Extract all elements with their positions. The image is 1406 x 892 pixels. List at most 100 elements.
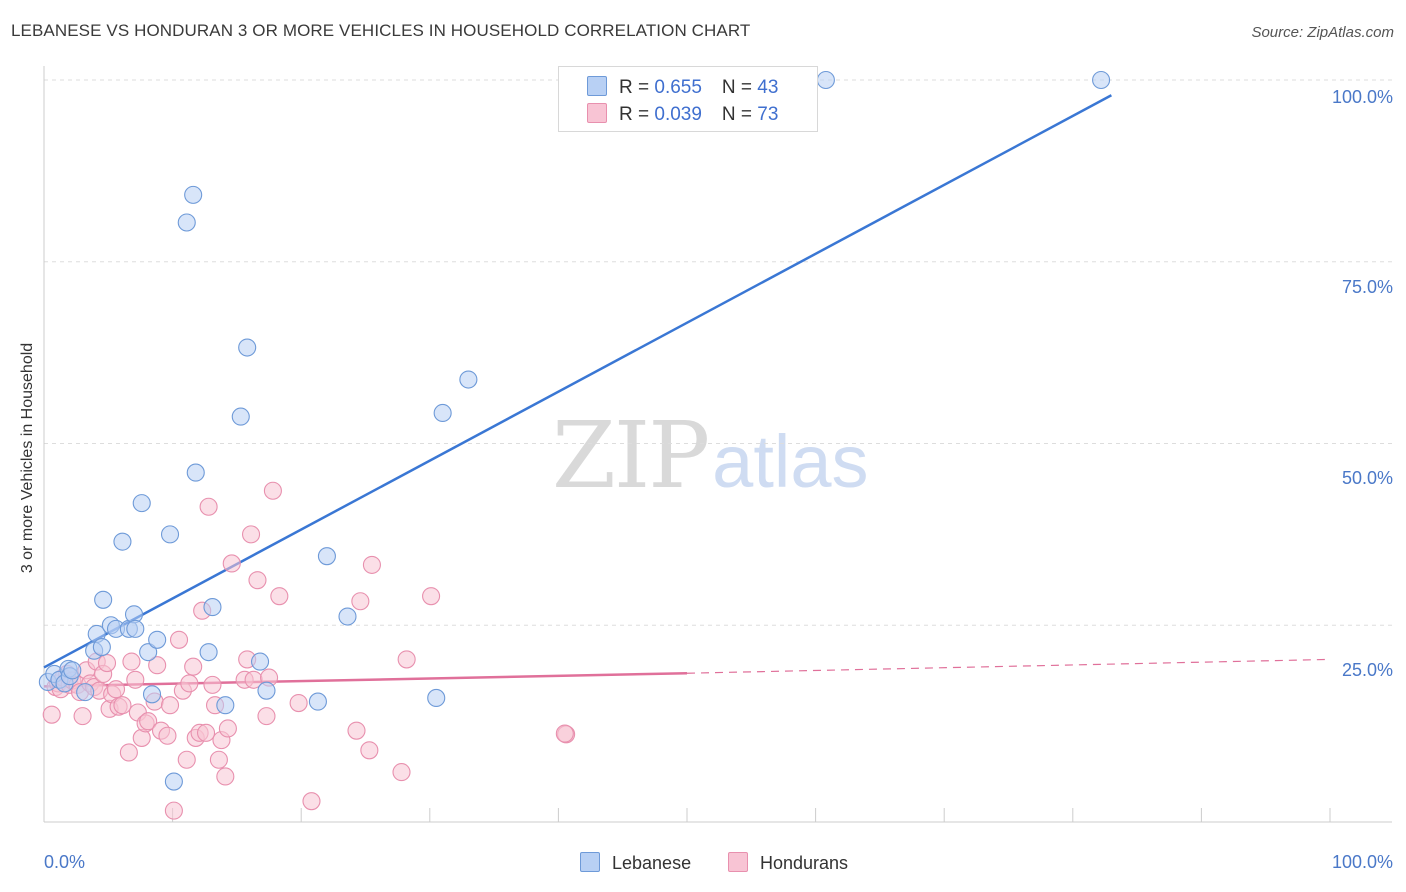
lebanese-point bbox=[177, 213, 196, 232]
chart-title: LEBANESE VS HONDURAN 3 OR MORE VEHICLES … bbox=[11, 21, 751, 40]
lebanese-swatch bbox=[587, 76, 607, 96]
lebanese-point bbox=[113, 532, 132, 551]
hondurans-point bbox=[158, 726, 177, 745]
lebanese-point bbox=[308, 692, 327, 711]
lebanese-trend-line bbox=[43, 94, 1112, 669]
hondurans-point bbox=[347, 721, 366, 740]
bottom-hondurans-label: Hondurans bbox=[760, 853, 849, 873]
lebanese-point bbox=[164, 772, 183, 791]
lebanese-point bbox=[92, 638, 111, 657]
lebanese-point bbox=[231, 407, 250, 426]
lebanese-point bbox=[76, 683, 95, 702]
lebanese-point bbox=[132, 494, 151, 513]
lebanese-points bbox=[38, 70, 1111, 791]
watermark: ZIPatlas bbox=[552, 402, 868, 509]
hondurans-point bbox=[97, 654, 117, 673]
hondurans-point bbox=[422, 587, 441, 606]
legend-row-lebanese: R = 0.655 N = 43 bbox=[587, 76, 778, 99]
lebanese-point bbox=[63, 661, 82, 680]
x-tick-min: 0.0% bbox=[44, 852, 86, 872]
hondurans-point bbox=[196, 723, 216, 742]
hondurans-point bbox=[164, 801, 183, 820]
lebanese-n-value: 43 bbox=[757, 77, 779, 98]
lebanese-point bbox=[427, 688, 446, 708]
hondurans-point bbox=[241, 525, 261, 544]
hondurans-n-value: 73 bbox=[757, 104, 779, 125]
hondurans-point bbox=[139, 712, 158, 731]
trend-lines bbox=[43, 94, 1331, 688]
hondurans-point bbox=[42, 705, 61, 724]
source-label: Source: ZipAtlas.com bbox=[1251, 24, 1394, 41]
hondurans-point bbox=[263, 481, 282, 500]
hondurans-point bbox=[218, 719, 237, 738]
lebanese-point bbox=[317, 547, 336, 566]
lebanese-point bbox=[142, 685, 162, 704]
hondurans-point bbox=[216, 767, 235, 786]
lebanese-point bbox=[199, 643, 218, 662]
lebanese-r-label: R = bbox=[619, 77, 655, 98]
lebanese-point bbox=[186, 463, 205, 482]
hondurans-points bbox=[42, 481, 576, 820]
hondurans-point bbox=[199, 497, 218, 516]
lebanese-n-label: N = bbox=[721, 77, 758, 98]
hondurans-point bbox=[184, 657, 203, 676]
lebanese-point bbox=[250, 652, 270, 671]
lebanese-point bbox=[126, 619, 145, 638]
hondurans-point bbox=[119, 743, 138, 762]
hondurans-point bbox=[122, 652, 141, 671]
hondurans-point bbox=[160, 696, 180, 715]
lebanese-point bbox=[433, 403, 452, 423]
hondurans-r-label: R = bbox=[619, 104, 655, 125]
hondurans-point bbox=[360, 741, 379, 760]
hondurans-point bbox=[392, 763, 411, 782]
hondurans-point bbox=[126, 670, 145, 689]
hondurans-point bbox=[351, 592, 370, 611]
legend-row-hondurans: R = 0.039 N = 73 bbox=[587, 103, 778, 126]
hondurans-point bbox=[180, 674, 199, 693]
lebanese-point bbox=[459, 370, 478, 389]
lebanese-point bbox=[257, 681, 276, 700]
lebanese-point bbox=[203, 598, 222, 617]
bottom-legend-lebanese: Lebanese bbox=[580, 852, 691, 874]
hondurans-point bbox=[302, 792, 321, 811]
hondurans-point bbox=[209, 750, 228, 769]
hondurans-point bbox=[203, 675, 222, 694]
hondurans-point bbox=[113, 696, 132, 715]
hondurans-point bbox=[362, 555, 381, 574]
hondurans-point bbox=[270, 587, 289, 606]
lebanese-point bbox=[148, 630, 167, 649]
lebanese-point bbox=[338, 607, 357, 626]
hondurans-point bbox=[177, 750, 196, 769]
y-tick-100: 100.0% bbox=[1331, 87, 1393, 107]
hondurans-n-label: N = bbox=[721, 104, 758, 125]
correlation-legend: R = 0.655 N = 43 R = 0.039 N = 73 bbox=[558, 66, 818, 132]
lebanese-point bbox=[816, 70, 835, 90]
y-tick-25: 25.0% bbox=[1341, 660, 1393, 680]
bottom-legend-hondurans: Hondurans bbox=[728, 852, 848, 874]
y-tick-50: 50.0% bbox=[1341, 468, 1393, 488]
hondurans-point bbox=[289, 693, 308, 713]
lebanese-point bbox=[139, 643, 158, 662]
bottom-hondurans-swatch bbox=[728, 852, 748, 872]
hondurans-point bbox=[73, 707, 92, 726]
lebanese-point bbox=[216, 696, 235, 715]
y-tick-75: 75.0% bbox=[1341, 277, 1393, 297]
watermark-atlas: atlas bbox=[712, 420, 869, 503]
lebanese-point bbox=[238, 338, 257, 357]
watermark-zip: ZIP bbox=[552, 402, 710, 509]
hondurans-point bbox=[169, 630, 189, 649]
hondurans-trend-extension bbox=[686, 658, 1331, 674]
bottom-lebanese-swatch bbox=[580, 852, 600, 872]
lebanese-r-value: 0.655 bbox=[654, 77, 702, 98]
hondurans-trend-line bbox=[43, 671, 688, 688]
y-axis-label: 3 or more Vehicles in Household bbox=[19, 342, 36, 574]
lebanese-point bbox=[94, 590, 113, 609]
lebanese-point bbox=[160, 525, 180, 544]
hondurans-point bbox=[257, 707, 276, 726]
hondurans-point bbox=[222, 554, 241, 573]
lebanese-point bbox=[184, 185, 203, 204]
hondurans-r-value: 0.039 bbox=[654, 104, 702, 125]
hondurans-point bbox=[397, 650, 416, 669]
x-tick-max: 100.0% bbox=[1331, 852, 1393, 872]
